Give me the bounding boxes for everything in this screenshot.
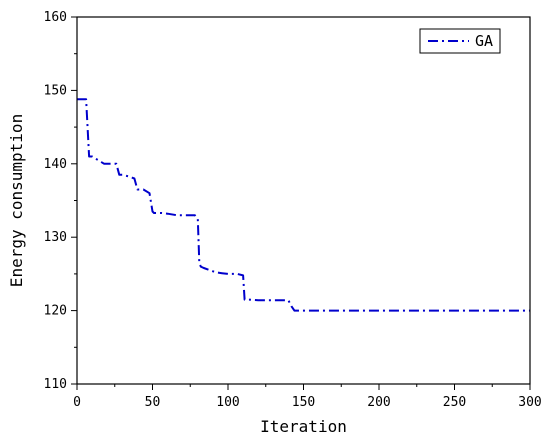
y-tick-label: 140	[44, 157, 67, 172]
plot-frame	[76, 16, 531, 385]
y-tick-label: 120	[44, 304, 67, 319]
y-tick-label: 150	[44, 83, 67, 98]
y-tick-label: 110	[44, 377, 67, 392]
x-tick-label: 50	[145, 395, 161, 410]
legend: GA	[419, 28, 501, 54]
axes: 0 50 100 150 200 250 300 110 120 130 140 150 160	[44, 10, 542, 410]
x-tick-label: 250	[443, 395, 466, 410]
x-tick-label: 150	[292, 395, 315, 410]
y-tick-label: 160	[44, 10, 67, 25]
legend-label-ga: GA	[475, 32, 493, 50]
plot-area	[77, 98, 530, 312]
series-line-ga	[77, 98, 530, 312]
x-tick-label: 100	[216, 395, 239, 410]
x-tick-label: 200	[367, 395, 390, 410]
x-tick-label: 300	[518, 395, 541, 410]
y-tick-label: 130	[44, 230, 67, 245]
y-axis-title: Energy consumption	[7, 114, 26, 287]
x-tick-label: 0	[73, 395, 81, 410]
x-axis-title: Iteration	[260, 417, 347, 436]
